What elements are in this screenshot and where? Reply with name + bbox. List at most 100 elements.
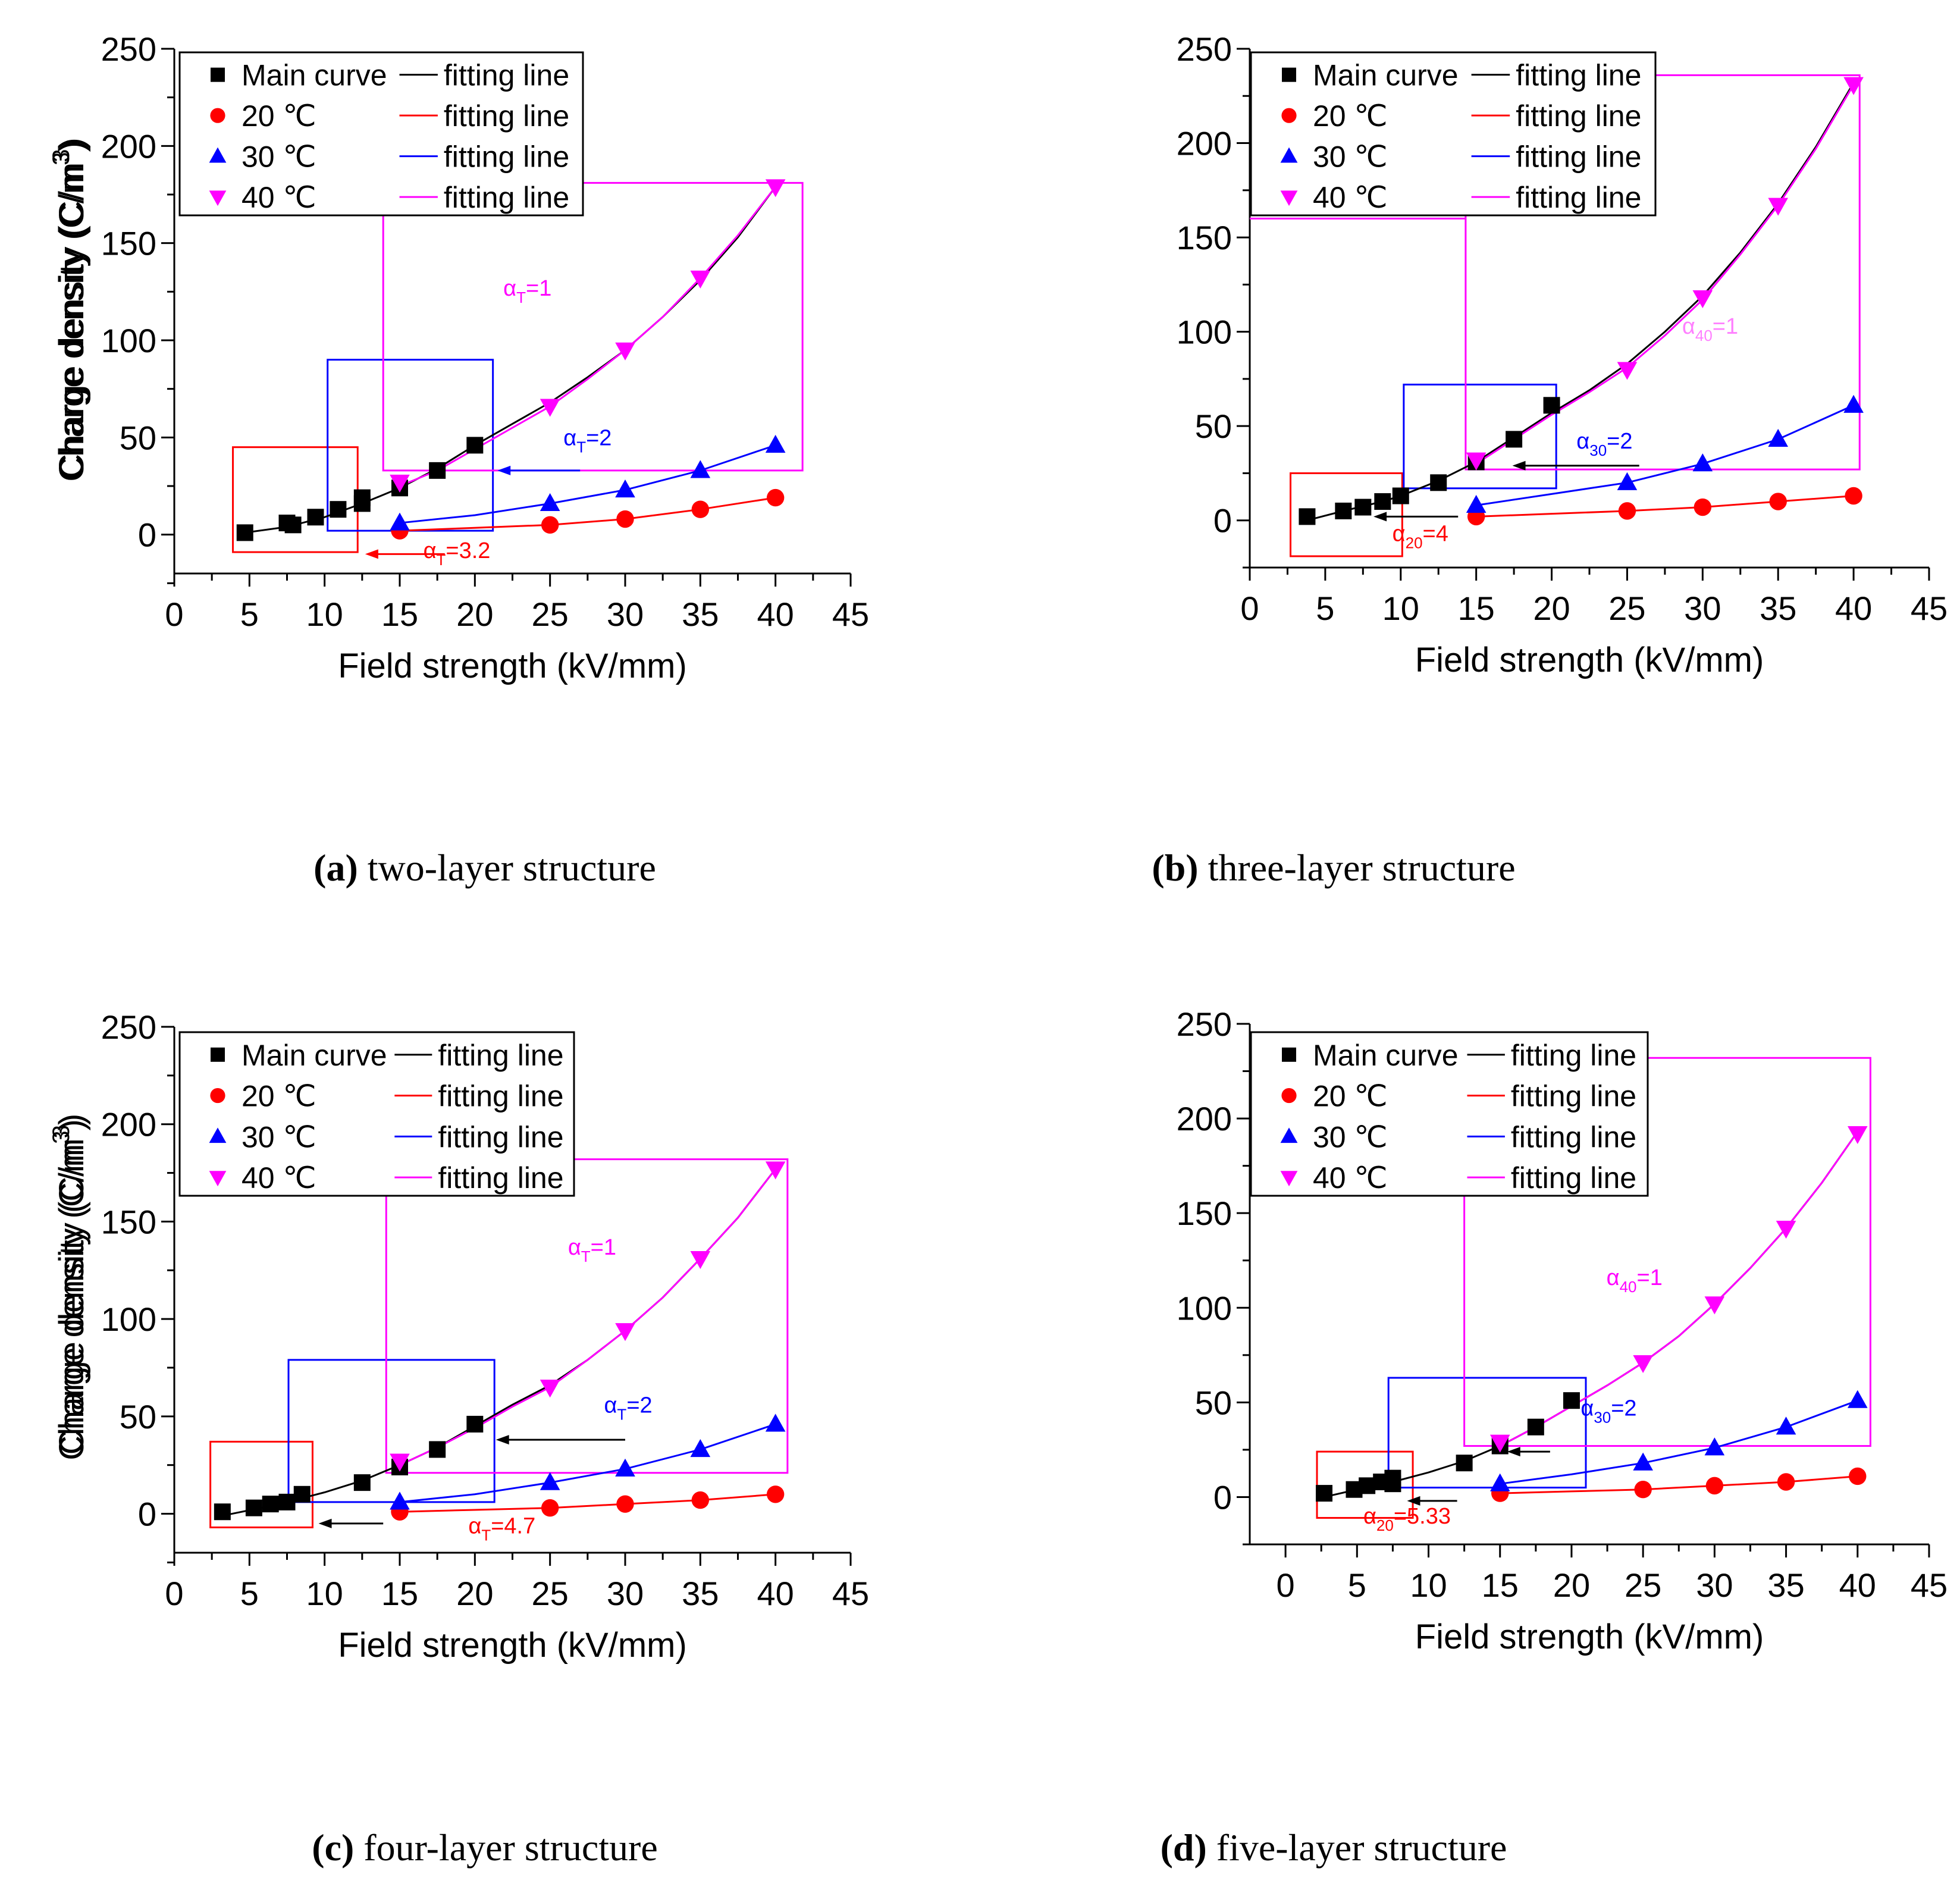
highlight-box	[1464, 74, 1861, 471]
x-tick-label: 45	[832, 1575, 869, 1612]
data-point	[353, 1474, 371, 1491]
legend: Main curve fitting line 20 ℃ fitting line 30…	[178, 51, 584, 217]
fitting-line	[399, 1493, 776, 1513]
legend-marker	[1282, 1047, 1296, 1062]
highlight-box	[1316, 1450, 1414, 1519]
data-point	[1617, 362, 1638, 380]
data-point	[1354, 499, 1372, 516]
legend-fit-label: fitting line	[444, 140, 569, 174]
y-tick-label: 150	[101, 1203, 156, 1240]
x-tick-label: 25	[1625, 1566, 1661, 1604]
x-tick-label: 45	[1911, 1566, 1948, 1604]
x-tick-label: 5	[240, 1575, 259, 1612]
legend-fit-label: fitting line	[444, 59, 569, 92]
data-point	[691, 1491, 710, 1509]
y-tick-label: 50	[1195, 1384, 1232, 1421]
data-point	[615, 479, 635, 498]
x-tick-label: 35	[682, 596, 719, 633]
data-point	[615, 1458, 635, 1477]
y-tick-label: 0	[138, 516, 156, 554]
legend-label: Main curve	[1313, 1039, 1459, 1072]
data-point	[765, 1161, 786, 1180]
highlight-box	[1290, 472, 1403, 557]
legend-label: 40 ℃	[1313, 181, 1388, 214]
data-point	[691, 500, 710, 518]
x-tick-label: 10	[1382, 590, 1419, 627]
data-point	[1527, 1418, 1544, 1436]
fitting-line	[399, 444, 776, 524]
data-point	[1563, 1392, 1580, 1409]
legend-marker	[209, 1127, 227, 1143]
y-axis-label: Charge density (C/m3)	[48, 140, 91, 481]
annotation-label: α40=1	[1607, 1265, 1663, 1296]
legend-label: Main curve	[242, 59, 387, 92]
legend-marker	[210, 1087, 225, 1104]
arrow-head	[1407, 1496, 1420, 1506]
data-point	[540, 1380, 560, 1398]
y-tick-label: 250	[1177, 1005, 1232, 1043]
legend-label: 20 ℃	[242, 99, 316, 133]
data-point	[1335, 502, 1352, 519]
highlight-box	[1387, 1377, 1587, 1489]
data-point	[1849, 1467, 1867, 1485]
data-point	[1466, 452, 1487, 471]
legend-marker	[211, 1047, 225, 1062]
data-point	[1316, 1485, 1333, 1502]
legend-fit-label: fitting line	[444, 181, 569, 214]
y-tick-label: 100	[1177, 1289, 1232, 1327]
data-point	[766, 488, 785, 507]
y-tick-label: 250	[1177, 30, 1232, 68]
data-point	[1392, 487, 1409, 504]
legend-marker	[1280, 147, 1298, 163]
legend-fit-label: fitting line	[1511, 1120, 1636, 1154]
data-point	[1843, 394, 1864, 413]
x-tick-label: 30	[607, 596, 644, 633]
data-point	[330, 501, 347, 518]
x-tick-label: 35	[1760, 590, 1796, 627]
data-point	[615, 1323, 635, 1342]
arrow-head	[496, 1435, 509, 1445]
data-point	[466, 437, 484, 454]
legend-fit-label: fitting line	[1511, 1080, 1636, 1113]
arrow-head	[1507, 1447, 1520, 1457]
x-tick-label: 40	[757, 596, 794, 633]
x-tick-label: 30	[1696, 1566, 1733, 1604]
figure-caption: (d) five-layer structure	[1161, 1826, 1507, 1869]
chart-panel-c: 0 5 10 15 20 25 30 35 40 45 0 50 100 150 200 250 Field s…	[48, 1008, 869, 1869]
data-point	[1359, 1477, 1376, 1494]
annotation-label: α30=2	[1576, 429, 1632, 459]
data-point	[1847, 1126, 1868, 1145]
legend-box	[178, 51, 584, 217]
data-point	[466, 1415, 484, 1433]
data-point	[245, 1499, 262, 1516]
x-tick-label: 0	[165, 596, 183, 633]
data-point	[1843, 77, 1864, 95]
legend-box	[1250, 1031, 1649, 1197]
data-point	[1776, 1221, 1796, 1239]
data-point	[429, 462, 446, 479]
fitting-line	[399, 497, 776, 532]
data-point	[390, 474, 410, 493]
data-point	[214, 1503, 231, 1521]
highlight-box	[287, 1359, 496, 1503]
data-point	[284, 516, 302, 534]
fitting-line	[1307, 82, 1855, 522]
x-tick-label: 10	[1410, 1566, 1447, 1604]
x-tick-label: 20	[456, 1575, 493, 1612]
fitting-line	[1476, 404, 1854, 506]
x-tick-label: 35	[682, 1575, 719, 1612]
legend-marker	[210, 108, 225, 123]
data-point	[1704, 1296, 1725, 1315]
annotation-label: αT=1	[568, 1235, 616, 1265]
legend-fit-label: fitting line	[438, 1080, 563, 1113]
data-point	[1633, 1355, 1653, 1374]
annotation-label: αT=2	[604, 1393, 652, 1423]
data-point	[766, 1485, 785, 1503]
legend-fit-label: fitting line	[444, 99, 569, 133]
legend-fit-label: fitting line	[1516, 99, 1641, 133]
x-tick-label: 30	[607, 1575, 644, 1612]
data-point	[765, 179, 786, 198]
figure-caption: (b) three-layer structure	[1152, 847, 1515, 889]
x-tick-label: 15	[381, 596, 418, 633]
